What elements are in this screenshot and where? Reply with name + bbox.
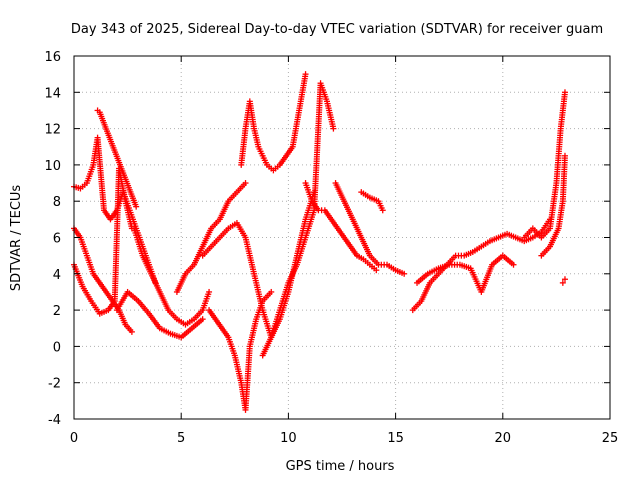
data-point xyxy=(330,125,337,132)
series-track-7 xyxy=(173,180,249,295)
y-tick-label: 12 xyxy=(44,123,61,138)
y-tick-label: 0 xyxy=(53,340,61,355)
x-tick-label: 25 xyxy=(602,431,619,446)
series-track-8 xyxy=(238,71,309,174)
data-point xyxy=(561,89,568,96)
x-tick-labels: 0 5 10 15 20 25 xyxy=(70,431,618,446)
data-point xyxy=(559,279,566,286)
series-track-13 xyxy=(332,180,408,277)
y-tick-label: 6 xyxy=(53,232,61,247)
series-track-9 xyxy=(206,288,275,413)
x-tick-label: 15 xyxy=(387,431,404,446)
x-tick-label: 5 xyxy=(177,431,185,446)
chart-title: Day 343 of 2025, Sidereal Day-to-day VTE… xyxy=(71,22,603,37)
data-point xyxy=(401,270,408,277)
y-tick-label: -4 xyxy=(48,413,61,428)
y-tick-labels: -4 -2 0 2 4 6 8 10 12 14 16 xyxy=(44,50,61,428)
y-tick-label: 16 xyxy=(44,50,61,65)
data-point xyxy=(379,207,386,214)
series-track-12 xyxy=(302,180,380,274)
y-tick-label: 4 xyxy=(53,268,61,283)
y-tick-label: 10 xyxy=(44,159,61,174)
data-point xyxy=(242,180,249,187)
x-tick-label: 10 xyxy=(280,431,297,446)
x-axis-label: GPS time / hours xyxy=(286,459,395,474)
series-track-5 xyxy=(94,107,140,210)
y-axis-label: SDTVAR / TECUs xyxy=(9,185,24,292)
data-point xyxy=(510,261,517,268)
series-track-15 xyxy=(409,216,553,314)
series-track-17 xyxy=(521,89,568,241)
y-tick-label: 2 xyxy=(53,304,61,319)
series-track-18 xyxy=(538,152,568,259)
data-point xyxy=(268,288,275,295)
data-point xyxy=(199,316,206,323)
data-point xyxy=(561,276,568,283)
x-tick-label: 0 xyxy=(70,431,78,446)
y-tick-label: -2 xyxy=(48,377,61,392)
series-track-4 xyxy=(131,225,213,328)
data-point xyxy=(561,152,568,159)
y-tick-label: 14 xyxy=(44,86,61,101)
series-track-6 xyxy=(113,288,206,341)
data-point xyxy=(133,203,140,210)
x-tick-label: 20 xyxy=(495,431,512,446)
data-points xyxy=(71,71,568,413)
series-track-16 xyxy=(414,252,517,295)
data-point xyxy=(206,288,213,295)
series-track-3 xyxy=(71,165,135,317)
data-point xyxy=(302,71,309,78)
y-tick-label: 8 xyxy=(53,195,61,210)
tick-marks xyxy=(73,55,611,420)
data-point xyxy=(373,267,380,274)
series-track-11 xyxy=(259,80,337,359)
series-track-14 xyxy=(358,189,386,214)
data-point xyxy=(128,328,135,335)
series-track-19 xyxy=(559,276,568,286)
